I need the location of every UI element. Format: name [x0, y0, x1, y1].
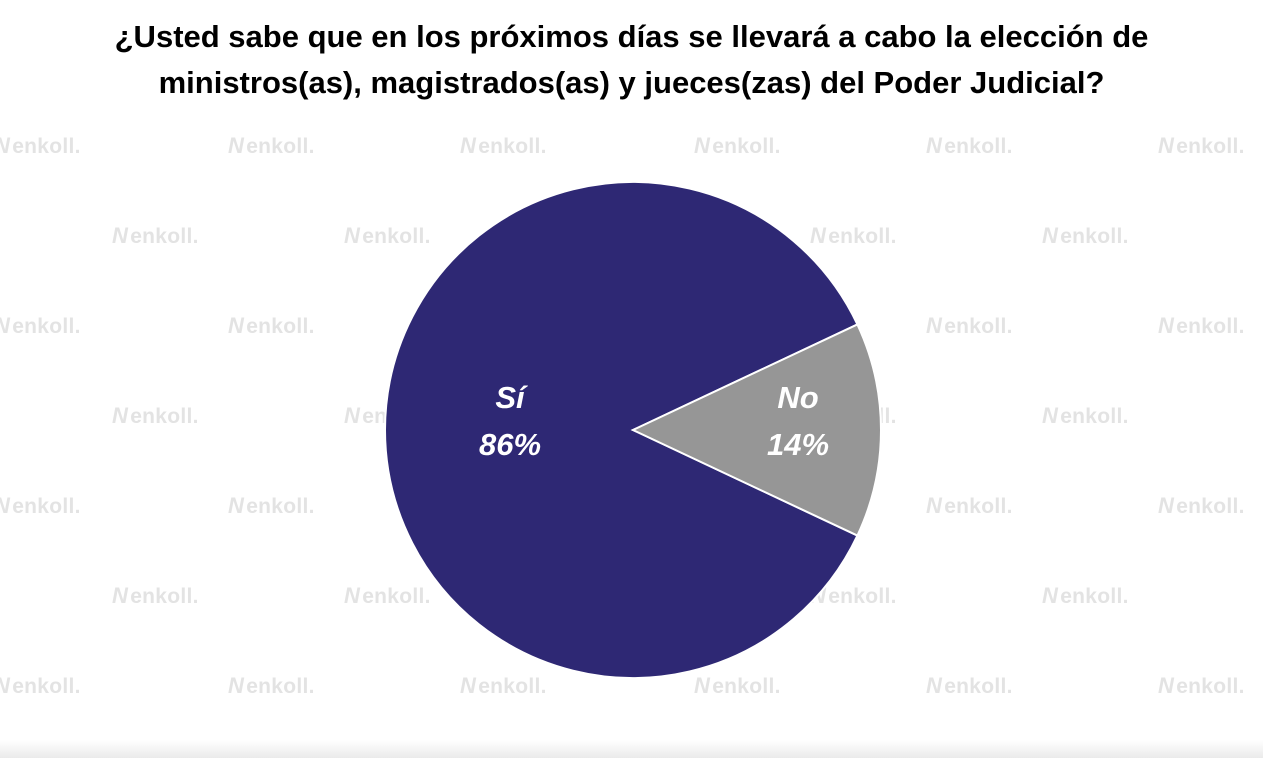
slice-label-no: No	[777, 380, 818, 415]
slice-value-no: 14%	[767, 427, 829, 462]
bottom-shadow	[0, 740, 1263, 758]
slice-value-si: 86%	[479, 427, 541, 462]
slice-label-si: Sí	[495, 380, 528, 415]
pie-labels: Sí 86% No 14%	[479, 380, 829, 462]
pie-slice-no	[630, 323, 882, 537]
chart-title-line-2: ministros(as), magistrados(as) y jueces(…	[158, 65, 1105, 100]
pie-slice-si	[384, 181, 859, 679]
chart-title: ¿Usted sabe que en los próximos días se …	[0, 14, 1263, 106]
chart-title-line-1: ¿Usted sabe que en los próximos días se …	[114, 19, 1149, 54]
pie-slices	[384, 181, 882, 679]
